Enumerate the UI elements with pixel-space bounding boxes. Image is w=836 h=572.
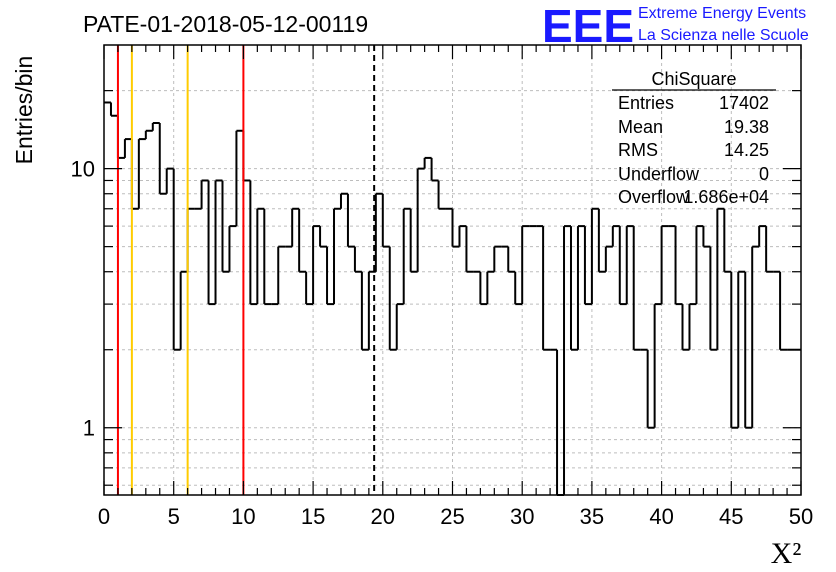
x-tick-label: 15 [301,504,325,529]
stats-label-rms: RMS [618,140,658,160]
x-tick-label: 25 [440,504,464,529]
x-tick-label: 10 [231,504,255,529]
grid [104,45,801,495]
stats-box: ChiSquare Entries 17402 Mean 19.38 RMS 1… [612,69,776,207]
chart-title: PATE-01-2018-05-12-00119 [83,11,368,37]
x-tick-label: 20 [371,504,395,529]
stats-value-rms: 14.25 [724,140,769,160]
stats-label-mean: Mean [618,117,663,137]
stats-value-underflow: 0 [759,164,769,184]
reference-lines [116,45,376,495]
logo-line-1: Extreme Energy Events [638,5,806,22]
logo-mark: EEE [542,0,634,52]
x-tick-label: 50 [789,504,813,529]
stats-label-underflow: Underflow [618,164,700,184]
x-tick-label: 35 [580,504,604,529]
y-tick-label: 1 [83,416,95,441]
axes: 0 5 10 15 20 25 30 35 40 45 50 1 10 [71,45,813,529]
stats-value-entries: 17402 [719,93,769,113]
logo-line-2: La Scienza nelle Scuole [638,27,809,44]
x-tick-label: 0 [98,504,110,529]
y-tick-label: 10 [71,157,95,182]
x-tick-label: 5 [168,504,180,529]
stats-value-mean: 19.38 [724,117,769,137]
logo: EEE Extreme Energy Events La Scienza nel… [542,0,809,52]
stats-label-entries: Entries [618,93,674,113]
stats-title: ChiSquare [651,69,736,89]
x-axis-label: X² [771,537,802,570]
y-axis-label: Entries/bin [11,56,37,165]
x-tick-label: 30 [510,504,534,529]
x-tick-label: 45 [719,504,743,529]
stats-value-overflow: 1.686e+04 [683,187,769,207]
x-tick-label: 40 [649,504,673,529]
stats-label-overflow: Overflow [618,187,690,207]
